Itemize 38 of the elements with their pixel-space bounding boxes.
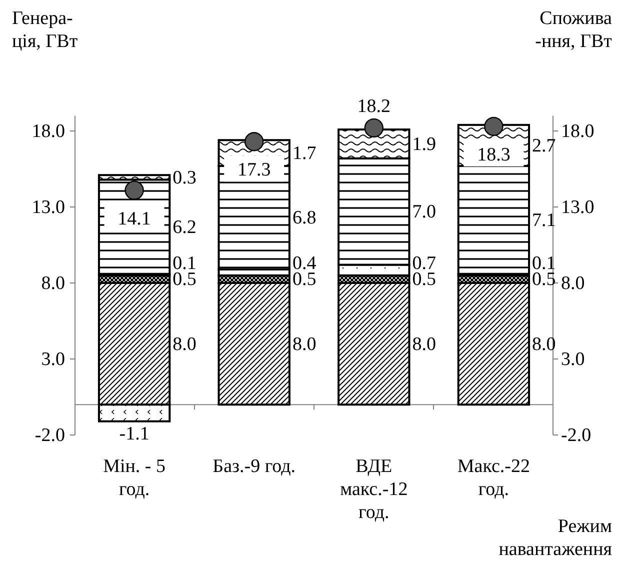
y-tick-label: 3.0 <box>41 349 65 370</box>
y2-tick-label: 18.0 <box>561 121 594 142</box>
data-label: 2.7 <box>532 135 556 156</box>
data-label: 7.0 <box>412 202 436 223</box>
y2-tick-label: -2.0 <box>561 425 592 446</box>
y2-tick-label: 13.0 <box>561 197 594 218</box>
data-label: 8.0 <box>412 334 436 355</box>
x-axis-title: Режим навантаження <box>498 516 612 560</box>
x-tick-label: Мін. - 5 год. <box>103 456 166 500</box>
data-label: 17.3 <box>237 160 271 181</box>
y-axis-title: Генера- ція, ГВт <box>12 8 78 52</box>
y2-tick-label: 8.0 <box>561 273 585 294</box>
data-label: 8.0 <box>172 334 196 355</box>
y2-axis-title: Спожива -ння, ГВт <box>535 8 613 52</box>
data-label: -1.1 <box>119 423 150 444</box>
x-tick-label: ВДЕ макс.-12 год. <box>340 456 408 523</box>
data-label: 18.2 <box>357 96 391 117</box>
data-label: 8.0 <box>292 334 316 355</box>
data-label: 14.1 <box>118 208 151 230</box>
x-tick-label: Баз.-9 год. <box>212 456 296 477</box>
y-tick-label: -2.0 <box>34 425 65 446</box>
data-label: 6.2 <box>172 216 196 238</box>
data-label: 1.9 <box>412 134 436 155</box>
data-label: 0.5 <box>532 269 556 290</box>
y2-tick-label: 3.0 <box>561 349 585 370</box>
y-tick-label: 8.0 <box>41 273 65 294</box>
data-label: 0.3 <box>172 167 196 188</box>
y-tick-label: 13.0 <box>32 197 65 218</box>
x-tick-label: Макс.-22 год. <box>457 456 530 500</box>
data-label: 6.8 <box>292 208 316 229</box>
data-label: 0.5 <box>292 269 316 290</box>
data-label: 1.7 <box>292 143 316 164</box>
data-label: 0.5 <box>172 269 196 290</box>
data-label: 18.3 <box>477 144 510 166</box>
data-label: 8.0 <box>532 334 556 355</box>
data-label: 0.5 <box>412 269 436 290</box>
y-tick-label: 18.0 <box>32 121 65 142</box>
data-label: 7.1 <box>532 210 556 231</box>
